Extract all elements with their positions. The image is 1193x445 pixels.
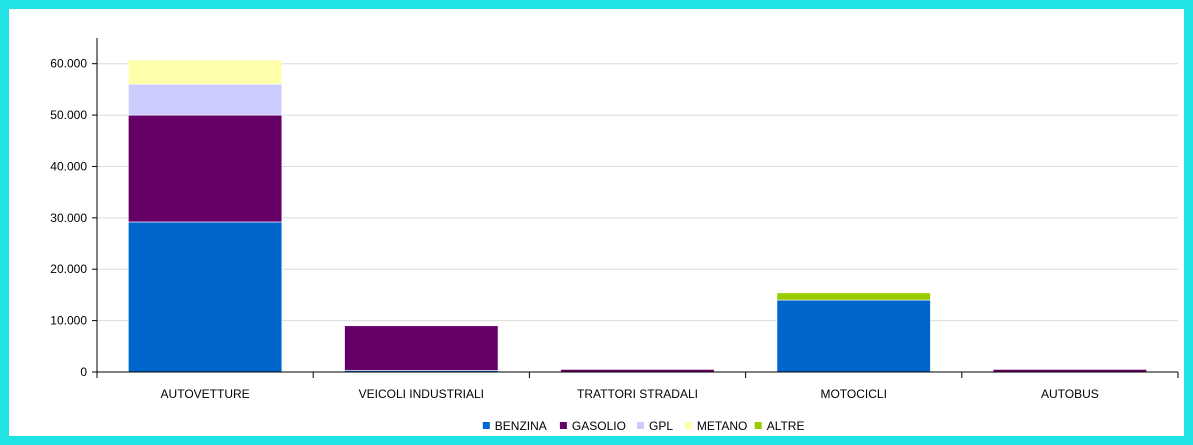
bar-segment-gasolio (344, 325, 499, 371)
bar-segment-gasolio (128, 114, 283, 223)
legend-swatch-metano (684, 422, 692, 429)
legend-swatch-altre (754, 422, 762, 429)
bar-segment-benzina (776, 299, 931, 373)
bar-segment-benzina (128, 221, 283, 373)
axes (92, 38, 1179, 378)
legend-label-gasolio: GASOLIO (572, 419, 626, 433)
legend-swatch-gasolio (559, 422, 567, 429)
legend-label-benzina: BENZINA (495, 419, 547, 433)
y-tick-label: 60.000 (50, 57, 87, 71)
y-tick-label: 20.000 (50, 262, 87, 276)
y-tick-label: 40.000 (50, 159, 87, 173)
legend-swatch-gpl (637, 422, 644, 429)
x-category-label: MOTOCICLI (820, 387, 886, 401)
legend-swatch-benzina (482, 422, 490, 429)
y-tick-labels: 0 10.000 20.000 30.000 40.000 50.000 60.000 (50, 57, 87, 379)
legend: BENZINA GASOLIO GPL METANO ALTRE (482, 419, 805, 433)
legend-label-metano: METANO (697, 419, 747, 433)
x-category-label: AUTOVETTURE (161, 387, 250, 401)
bar-segment-altre (776, 292, 931, 301)
x-category-labels: AUTOVETTURE VEICOLI INDUSTRIALI TRATTORI S… (161, 387, 1099, 401)
y-tick-label: 10.000 (50, 314, 87, 328)
y-tick-label: 50.000 (50, 108, 87, 122)
bar-segment-gpl (128, 83, 283, 116)
bar-segment-metano (128, 59, 283, 85)
legend-label-gpl: GPL (649, 419, 673, 433)
x-category-label: VEICOLI INDUSTRIALI (359, 387, 484, 401)
x-category-label: AUTOBUS (1041, 387, 1099, 401)
x-category-label: TRATTORI STRADALI (577, 387, 698, 401)
y-tick-label: 30.000 (50, 211, 87, 225)
legend-label-altre: ALTRE (767, 419, 805, 433)
bars (128, 59, 1147, 373)
y-tick-label: 0 (80, 365, 87, 379)
